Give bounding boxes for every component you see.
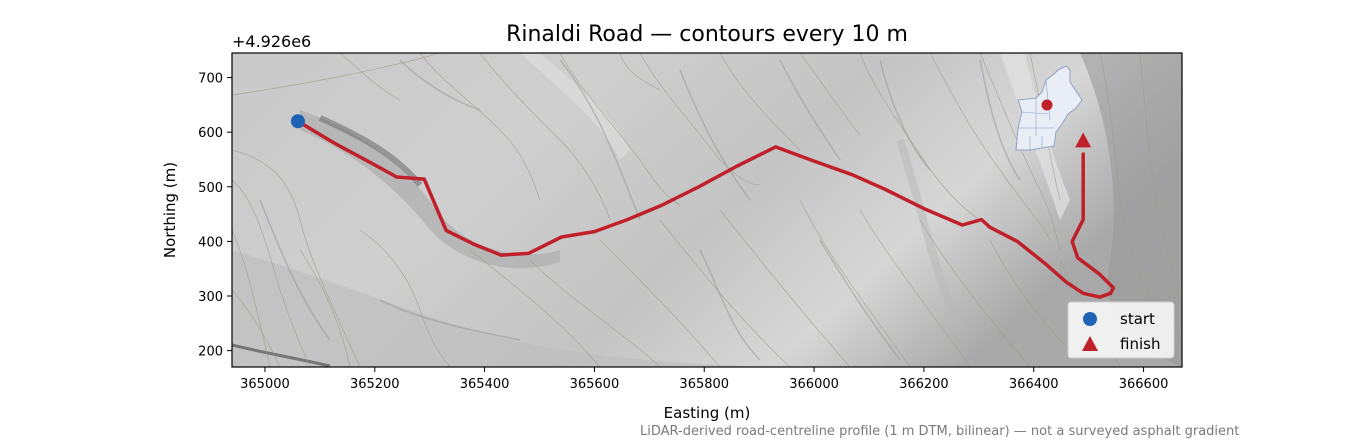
map-title: Rinaldi Road — contours every 10 m (506, 22, 908, 47)
y-offset-label: +4.926e6 (232, 32, 311, 51)
legend-finish-marker (1082, 336, 1098, 351)
legend: start finish (1067, 301, 1175, 359)
x-tick-label: 366000 (789, 377, 839, 392)
legend-finish-label: finish (1120, 335, 1160, 353)
y-tick-label: 500 (198, 181, 223, 196)
inset-locator-map (1015, 65, 1083, 151)
y-axis-ticks: 200 300 400 500 600 700 (198, 72, 232, 360)
legend-start-label: start (1120, 310, 1155, 328)
x-tick-label: 365000 (240, 377, 290, 392)
x-axis-label: Easting (m) (664, 404, 751, 422)
y-tick-label: 600 (198, 126, 223, 141)
y-tick-label: 700 (198, 72, 223, 87)
start-marker (290, 114, 305, 129)
y-tick-label: 300 (198, 290, 223, 305)
axes-frame (231, 52, 1183, 368)
x-tick-label: 365800 (679, 377, 729, 392)
x-tick-label: 365200 (350, 377, 400, 392)
y-tick-label: 400 (198, 235, 223, 250)
y-tick-label: 200 (198, 345, 223, 360)
x-axis-ticks: 365000 365200 365400 365600 365800 366000 3662… (240, 367, 1168, 392)
x-tick-label: 365600 (570, 377, 620, 392)
y-axis-label: Northing (m) (161, 162, 179, 258)
x-tick-label: 366600 (1119, 377, 1169, 392)
inset-location-dot (1041, 99, 1053, 111)
x-tick-label: 366200 (899, 377, 949, 392)
x-tick-label: 365400 (460, 377, 510, 392)
x-tick-label: 366400 (1009, 377, 1059, 392)
route-line (296, 119, 1116, 299)
footnote: LiDAR-derived road-centreline profile (1… (640, 424, 1240, 439)
finish-marker (1075, 132, 1092, 148)
legend-start-marker (1083, 312, 1097, 326)
